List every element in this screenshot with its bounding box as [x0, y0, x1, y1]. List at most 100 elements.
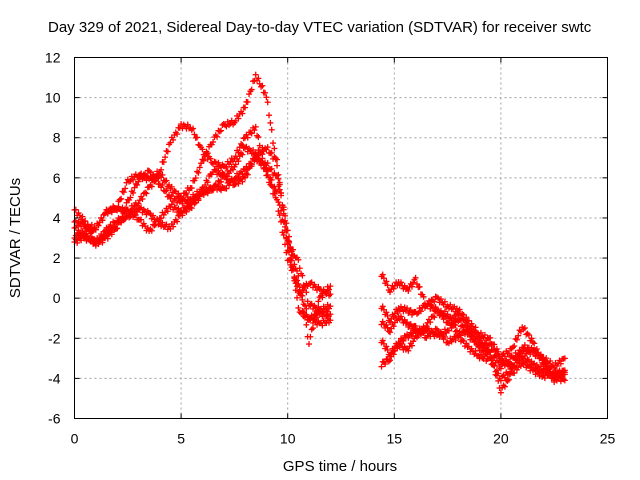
data-point-marker	[501, 353, 508, 360]
x-tick-label: 5	[177, 431, 185, 447]
data-point-marker	[275, 199, 282, 206]
data-point-marker	[322, 311, 329, 318]
data-point-marker	[238, 140, 245, 147]
data-point-marker	[425, 297, 432, 304]
data-point-marker	[150, 212, 157, 219]
data-point-marker	[235, 149, 242, 156]
data-point-marker	[127, 194, 134, 201]
data-point-marker	[195, 195, 202, 202]
data-point-marker	[248, 130, 255, 137]
data-point-marker	[152, 221, 159, 228]
data-point-marker	[127, 177, 134, 184]
x-tick-label: 0	[71, 431, 79, 447]
data-point-marker	[463, 314, 470, 321]
data-point-marker	[429, 313, 436, 320]
data-point-marker	[287, 256, 294, 263]
data-point-marker	[76, 212, 83, 219]
data-point-marker	[417, 329, 424, 336]
data-point-marker	[521, 353, 528, 360]
data-point-marker	[182, 190, 189, 197]
data-point-marker	[199, 156, 206, 163]
data-point-marker	[399, 336, 406, 343]
data-point-marker	[294, 294, 301, 301]
data-point-marker	[154, 175, 161, 182]
data-point-marker	[283, 220, 290, 227]
data-point-marker	[240, 135, 247, 142]
data-point-marker	[495, 370, 502, 377]
data-point-marker	[299, 272, 306, 279]
data-point-marker	[427, 330, 434, 337]
data-point-marker	[210, 138, 217, 145]
data-point-marker	[286, 233, 293, 240]
data-point-marker	[158, 215, 165, 222]
data-point-marker	[99, 239, 106, 246]
data-point-marker	[219, 183, 226, 190]
data-point-marker	[130, 189, 137, 196]
y-tick-label: 8	[53, 130, 61, 146]
data-point-marker	[164, 148, 171, 155]
data-point-marker	[122, 185, 129, 192]
data-point-marker	[266, 112, 273, 119]
data-point-marker	[410, 338, 417, 345]
data-point-marker	[148, 215, 155, 222]
data-point-marker	[227, 159, 234, 166]
data-point-marker	[310, 305, 317, 312]
x-tick-label: 15	[387, 431, 403, 447]
data-point-marker	[468, 320, 475, 327]
data-point-marker	[252, 71, 259, 78]
data-point-marker	[408, 283, 415, 290]
data-point-marker	[327, 291, 334, 298]
data-point-marker	[227, 167, 234, 174]
data-point-marker	[561, 371, 568, 378]
data-point-marker	[126, 178, 133, 185]
data-point-marker	[143, 172, 150, 179]
data-point-marker	[521, 325, 528, 332]
data-point-marker	[235, 180, 242, 187]
data-point-marker	[150, 171, 157, 178]
data-point-marker	[118, 215, 125, 222]
data-point-marker	[134, 181, 141, 188]
data-point-marker	[303, 321, 310, 328]
data-point-marker	[445, 327, 452, 334]
data-point-marker	[431, 333, 438, 340]
data-point-marker	[146, 209, 153, 216]
data-point-marker	[314, 314, 321, 321]
data-point-marker	[232, 174, 239, 181]
data-point-marker	[303, 305, 310, 312]
data-point-marker	[320, 286, 327, 293]
data-point-marker	[440, 330, 447, 337]
data-point-marker	[268, 126, 275, 133]
data-point-marker	[244, 171, 251, 178]
data-point-marker	[441, 308, 448, 315]
data-point-marker	[196, 164, 203, 171]
data-point-marker	[248, 86, 255, 93]
data-point-marker	[174, 199, 181, 206]
data-point-marker	[263, 168, 270, 175]
data-point-marker	[303, 311, 310, 318]
data-point-marker	[215, 182, 222, 189]
data-point-marker	[98, 236, 105, 243]
y-tick-label: 12	[45, 50, 61, 66]
y-tick-label: -4	[48, 370, 61, 386]
data-point-marker	[162, 209, 169, 216]
data-point-marker	[390, 348, 397, 355]
data-point-marker	[517, 348, 524, 355]
data-point-marker	[327, 311, 334, 318]
data-point-marker	[262, 89, 269, 96]
data-point-marker	[148, 227, 155, 234]
data-point-marker	[274, 172, 281, 179]
data-point-marker	[427, 301, 434, 308]
data-point-marker	[452, 337, 459, 344]
data-point-marker	[491, 341, 498, 348]
data-point-marker	[74, 239, 81, 246]
data-point-marker	[441, 333, 448, 340]
data-point-marker	[477, 339, 484, 346]
data-point-marker	[455, 318, 462, 325]
data-point-marker	[230, 166, 237, 173]
data-point-marker	[515, 364, 522, 371]
data-point-marker	[215, 159, 222, 166]
data-point-marker	[556, 372, 563, 379]
data-point-marker	[491, 346, 498, 353]
data-point-marker	[511, 343, 518, 350]
data-point-marker	[501, 374, 508, 381]
